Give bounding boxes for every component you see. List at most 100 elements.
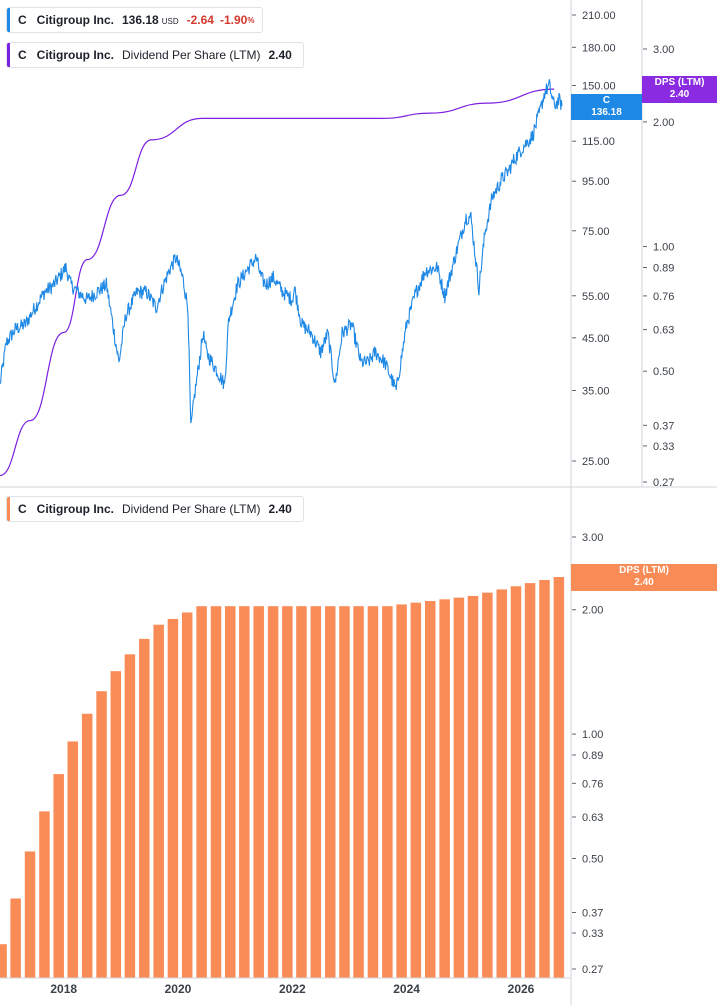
dps-bar — [382, 606, 393, 978]
dps-bar — [396, 604, 407, 978]
dps-bottom-axis-label: 0.33 — [582, 928, 603, 940]
legend-price-change-pct: -1.90 — [219, 13, 248, 27]
price-tag-label: C — [602, 95, 611, 106]
dps-bottom-axis-label: 0.37 — [582, 907, 603, 919]
dps-bar — [310, 606, 322, 978]
price-axis-label: 45.00 — [582, 333, 610, 345]
dps-bar — [0, 944, 7, 978]
dps-bar — [10, 898, 21, 978]
dps-top-axis-label: 0.63 — [653, 325, 674, 337]
dps-bar — [153, 624, 164, 978]
x-axis-label: 2024 — [393, 982, 420, 996]
dps-bar — [124, 654, 136, 978]
dps-bottom-tag-value: 2.40 — [634, 577, 654, 588]
legend-dps-bottom-metric: Dividend Per Share (LTM) — [122, 502, 261, 516]
dps-bar — [296, 606, 307, 978]
legend-dps-bottom-color — [7, 497, 10, 521]
dps-top-axis-label: 0.27 — [653, 477, 674, 489]
legend-dps-top-color — [7, 43, 10, 67]
legend-dps-top-value: 2.40 — [268, 48, 292, 62]
dps-top-axis-label: 3.00 — [653, 44, 674, 56]
legend-price[interactable]: C Citigroup Inc. 136.18 USD -2.64 -1.90 … — [6, 7, 264, 33]
legend-price-value: 136.18 — [122, 13, 159, 27]
price-tag-value: 136.18 — [591, 107, 622, 118]
price-axis-label: 180.00 — [582, 42, 616, 54]
dps-top-value-tag: DPS (LTM) 2.40 — [642, 76, 717, 103]
dps-bottom-axis-label: 0.76 — [582, 778, 603, 790]
dps-bar — [339, 606, 350, 978]
dps-bar — [367, 606, 379, 978]
dps-bar — [239, 606, 250, 978]
x-axis-label: 2020 — [165, 982, 192, 996]
dps-bar — [453, 597, 465, 978]
legend-dps-top-ticker: C — [18, 48, 27, 62]
dps-bar — [410, 602, 422, 978]
dps-bar — [167, 618, 179, 978]
dps-bar — [424, 600, 436, 978]
legend-price-change: -2.64 — [186, 13, 214, 27]
legend-price-currency: USD — [161, 17, 179, 26]
dps-bar — [81, 713, 93, 978]
dps-top-axis-label: 0.50 — [653, 366, 674, 378]
dps-bar — [96, 691, 107, 978]
dps-bar — [539, 580, 550, 978]
dps-bottom-axis-label: 0.89 — [582, 750, 603, 762]
dps-bar — [139, 638, 150, 978]
price-axis-label: 55.00 — [582, 291, 610, 303]
price-axis-label: 95.00 — [582, 176, 610, 188]
dps-bar — [496, 589, 508, 978]
dps-top-tag-label: DPS (LTM) — [654, 77, 705, 88]
dps-bar — [267, 606, 279, 978]
dps-bar — [224, 606, 236, 978]
dps-top-axis-label: 0.89 — [653, 263, 674, 275]
price-axis-label: 35.00 — [582, 385, 610, 397]
dps-bar — [210, 606, 222, 978]
legend-price-ticker: C — [18, 13, 27, 27]
legend-price-pct-sign: % — [247, 15, 255, 25]
dps-top-axis-label: 2.00 — [653, 117, 674, 129]
dps-bar — [196, 606, 207, 978]
price-axis-label: 75.00 — [582, 226, 610, 238]
legend-dps-top-name: Citigroup Inc. — [36, 48, 114, 62]
x-axis-label: 2018 — [50, 982, 77, 996]
dps-bottom-axis-label: 0.63 — [582, 812, 603, 824]
legend-dps-bottom-ticker: C — [18, 502, 27, 516]
legend-dps-bottom-value: 2.40 — [268, 502, 292, 516]
dps-bar — [282, 606, 293, 978]
dps-bar — [53, 774, 64, 978]
price-axis-label: 115.00 — [582, 136, 615, 148]
price-axis-label: 210.00 — [582, 10, 616, 22]
dps-top-axis-label: 1.00 — [653, 242, 674, 254]
dps-top-axis-label: 0.37 — [653, 420, 674, 432]
dps-bottom-axis-label: 3.00 — [582, 532, 603, 544]
dps-bar — [253, 606, 264, 978]
dps-top-axis-label: 0.33 — [653, 441, 674, 453]
legend-price-color — [7, 8, 10, 32]
price-axis-label: 25.00 — [582, 456, 610, 468]
dps-bar — [324, 606, 336, 978]
dps-bottom-value-tag: DPS (LTM) 2.40 — [571, 564, 717, 591]
dps-bar — [24, 851, 36, 978]
dps-bar — [510, 586, 522, 978]
dps-bar — [67, 741, 79, 978]
dps-top-axis-label: 0.76 — [653, 291, 674, 303]
dps-bar — [524, 583, 536, 978]
dps-bottom-axis-label: 1.00 — [582, 729, 603, 741]
legend-dps-top-metric: Dividend Per Share (LTM) — [122, 48, 261, 62]
price-line-series — [0, 79, 563, 424]
dps-top-tag-value: 2.40 — [669, 89, 690, 100]
dps-bar — [39, 811, 50, 978]
legend-dps-bottom-name: Citigroup Inc. — [36, 502, 114, 516]
x-axis-label: 2022 — [279, 982, 306, 996]
dps-bar — [467, 595, 479, 978]
dps-bar — [353, 606, 364, 978]
dps-bar — [553, 577, 565, 978]
dps-bottom-axis-label: 2.00 — [582, 605, 603, 617]
dps-bar-series — [0, 577, 565, 978]
dps-bottom-axis-label: 0.50 — [582, 853, 603, 865]
legend-dps-top[interactable]: C Citigroup Inc. Dividend Per Share (LTM… — [6, 42, 304, 68]
dps-bar — [439, 599, 450, 978]
price-axis-label: 150.00 — [582, 81, 616, 93]
legend-dps-bottom[interactable]: C Citigroup Inc. Dividend Per Share (LTM… — [6, 496, 304, 522]
